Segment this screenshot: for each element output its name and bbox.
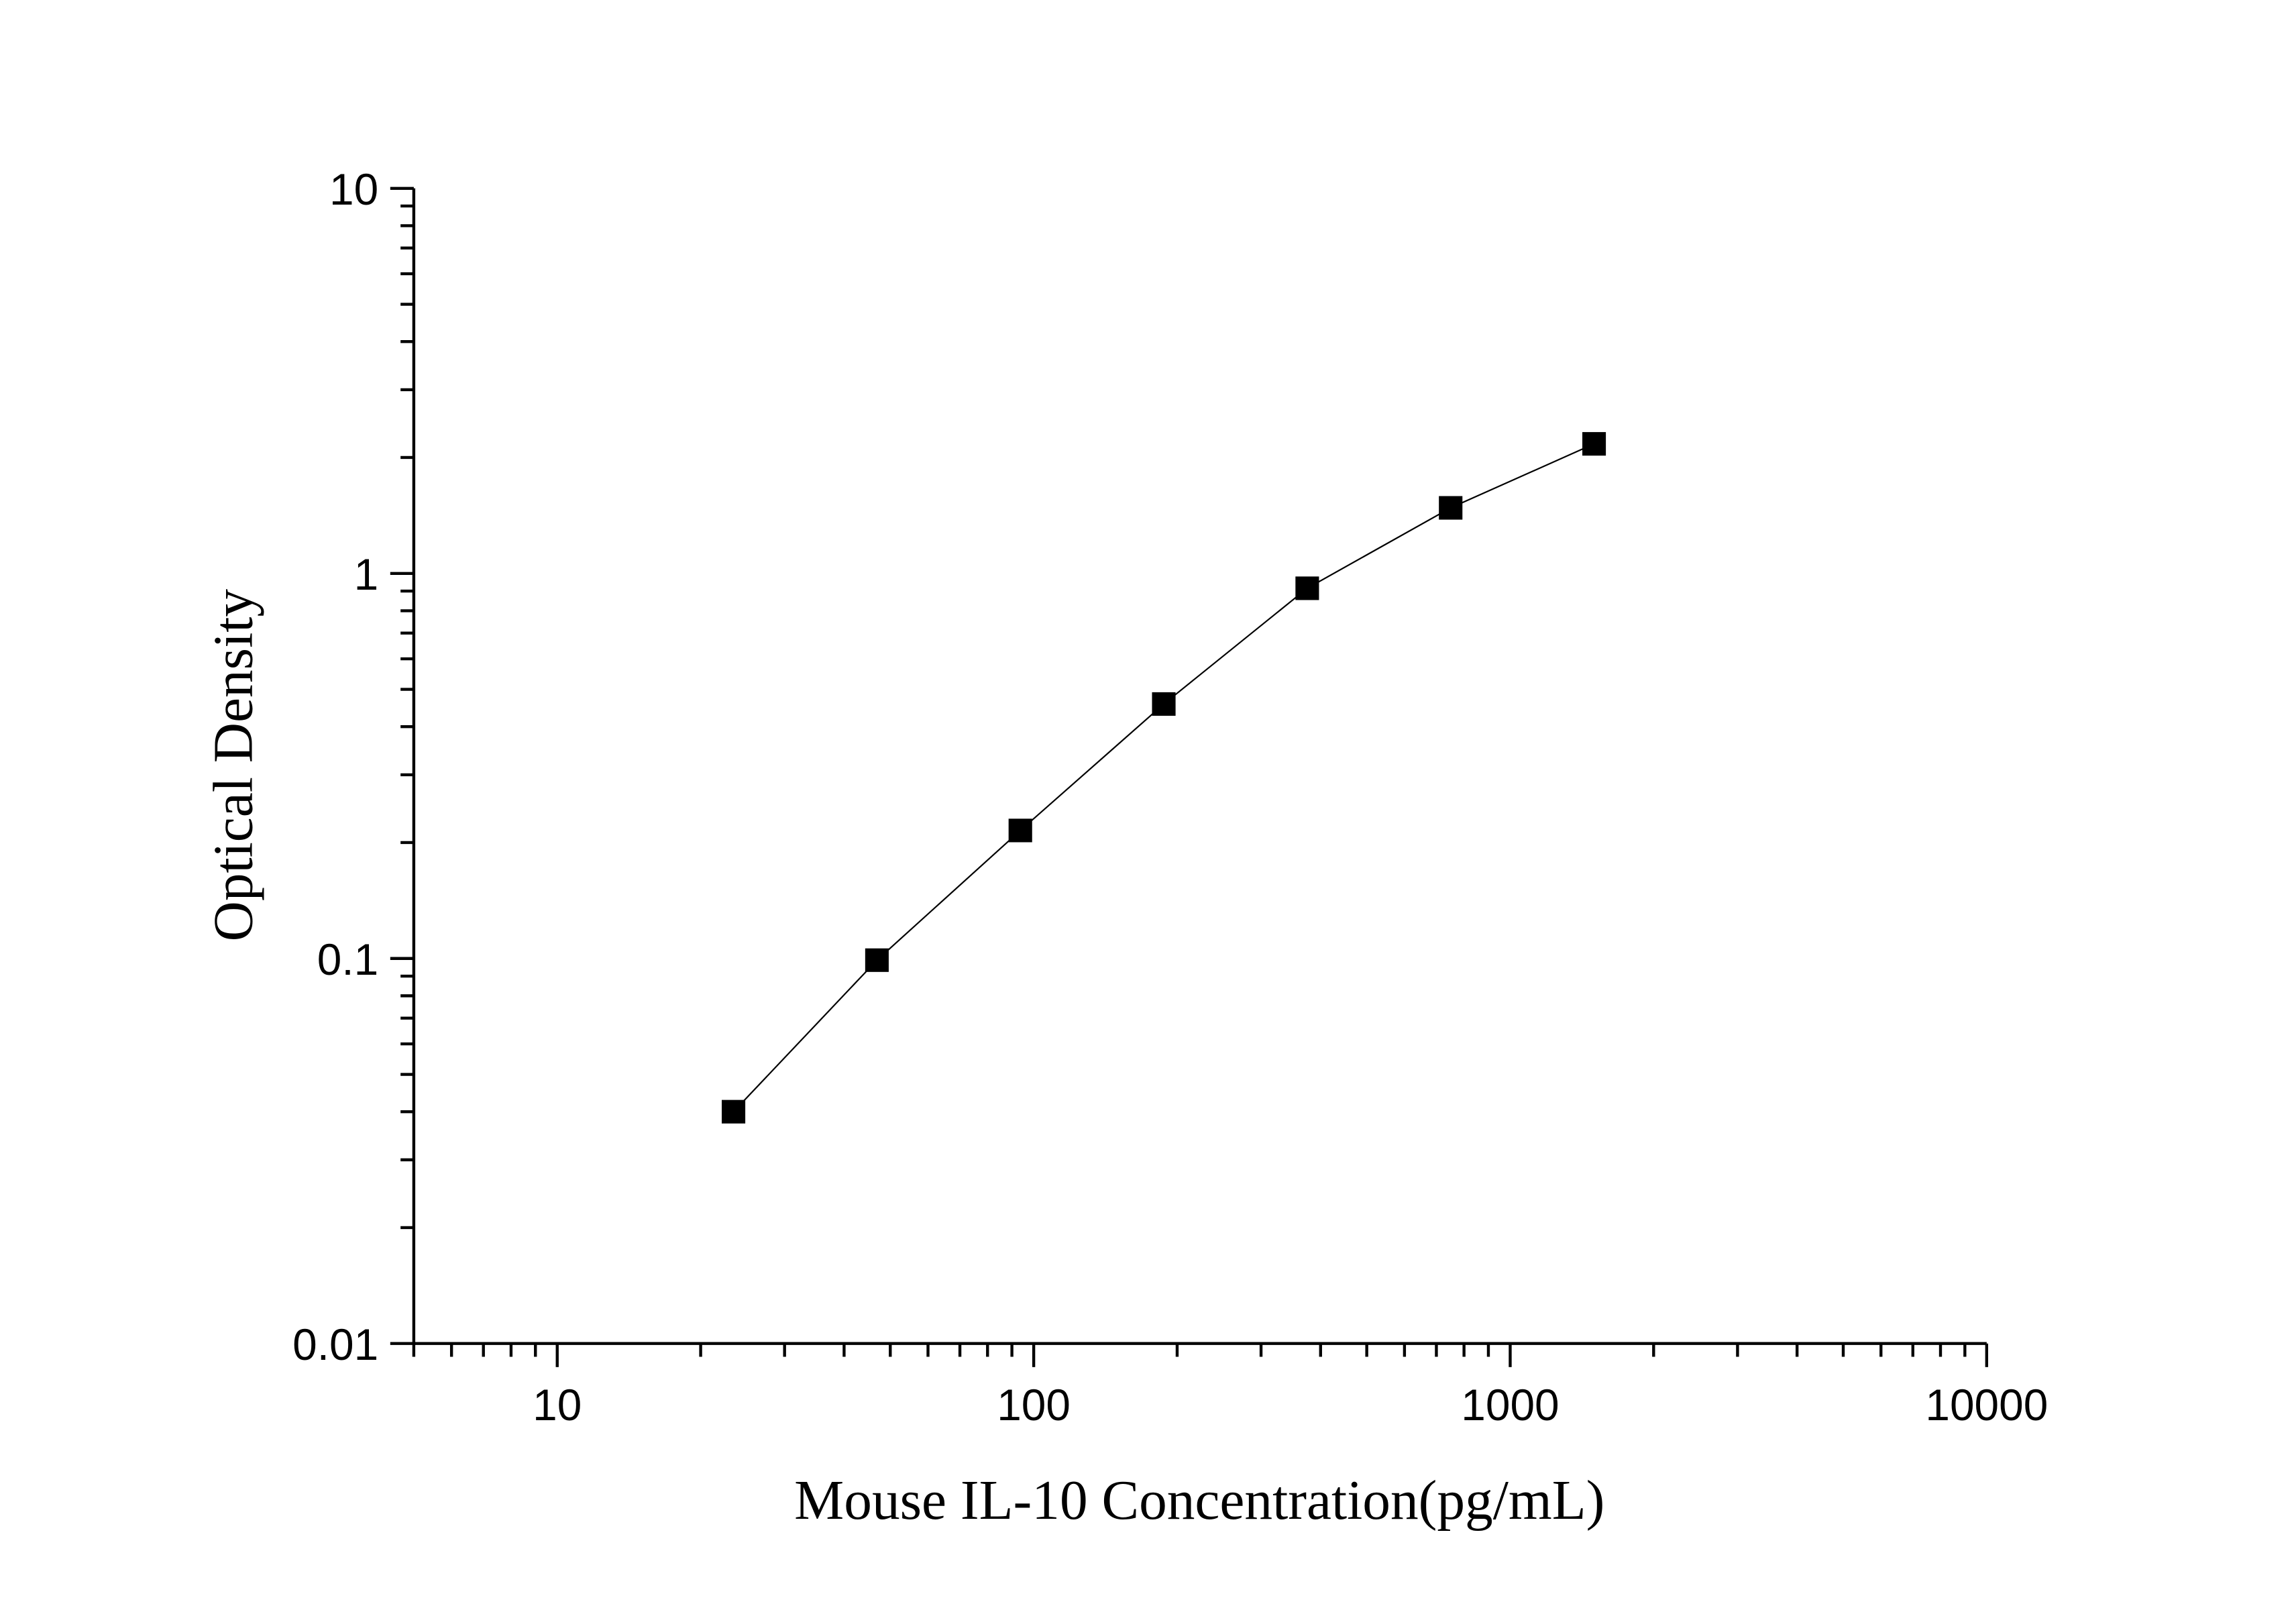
- y-tick-label: 0.01: [292, 1320, 378, 1369]
- x-tick-label: 10: [533, 1380, 582, 1430]
- data-point: [1439, 496, 1463, 520]
- series-line: [732, 443, 1595, 1112]
- x-tick-label: 100: [997, 1380, 1071, 1430]
- x-tick-label: 10000: [1925, 1380, 2048, 1430]
- data-point: [1008, 818, 1032, 843]
- x-axis-title: Mouse IL-10 Concentration(pg/mL): [794, 1470, 1604, 1532]
- y-tick-label: 10: [329, 164, 378, 214]
- axes: 10 100 1000 10000 0.01 0.1 1 10: [292, 164, 2048, 1430]
- data-point: [865, 948, 889, 972]
- x-tick-label: 1000: [1461, 1380, 1559, 1430]
- data-point: [1582, 432, 1606, 456]
- data-point: [1295, 576, 1319, 600]
- data-point: [1152, 692, 1176, 716]
- y-tick-label: 1: [354, 549, 379, 599]
- y-axis-title: Optical Density: [203, 589, 265, 942]
- data-point: [722, 1100, 746, 1124]
- series: [722, 432, 1606, 1124]
- y-tick-label: 0.1: [317, 934, 378, 984]
